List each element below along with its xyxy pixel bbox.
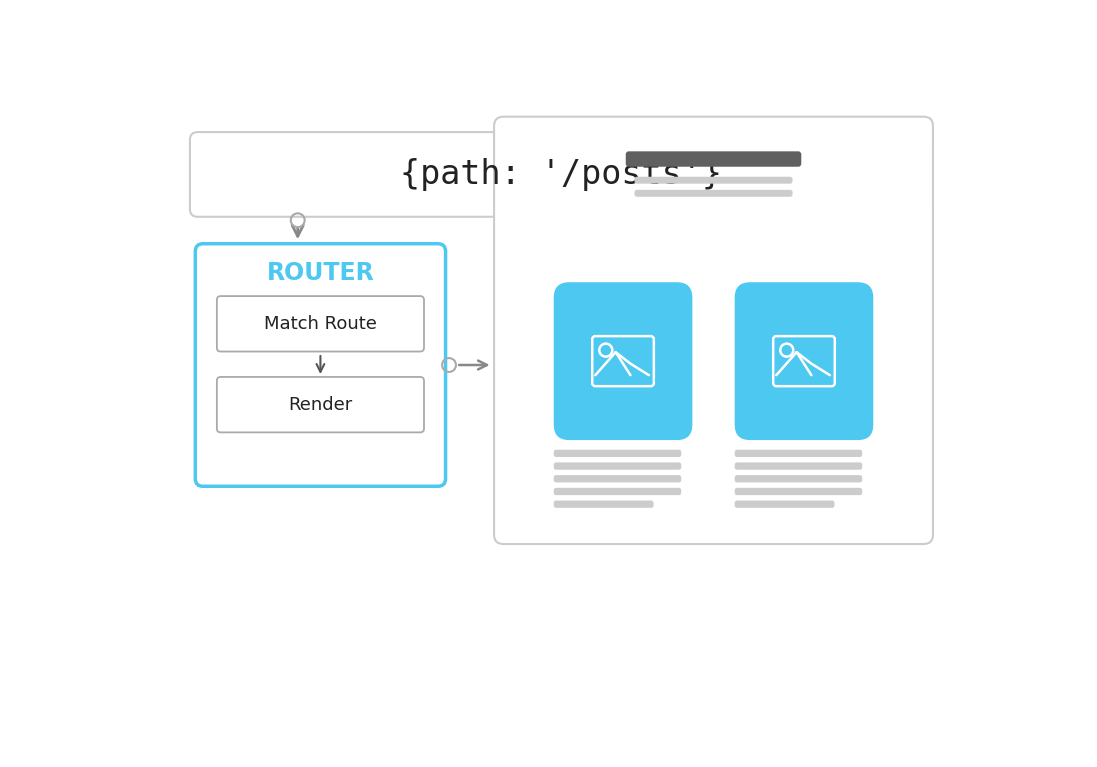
- Text: {path: '/posts'}: {path: '/posts'}: [400, 158, 723, 191]
- FancyBboxPatch shape: [554, 449, 681, 457]
- FancyBboxPatch shape: [494, 117, 932, 544]
- FancyBboxPatch shape: [735, 475, 862, 482]
- FancyBboxPatch shape: [735, 501, 835, 508]
- Text: Render: Render: [289, 396, 352, 413]
- FancyBboxPatch shape: [554, 501, 654, 508]
- FancyBboxPatch shape: [625, 151, 801, 166]
- FancyBboxPatch shape: [554, 282, 692, 440]
- FancyBboxPatch shape: [634, 176, 792, 183]
- FancyBboxPatch shape: [554, 475, 681, 482]
- FancyBboxPatch shape: [190, 132, 932, 217]
- FancyBboxPatch shape: [217, 377, 425, 433]
- FancyBboxPatch shape: [735, 449, 862, 457]
- FancyBboxPatch shape: [634, 189, 792, 197]
- Text: ROUTER: ROUTER: [267, 261, 374, 285]
- FancyBboxPatch shape: [735, 463, 862, 469]
- FancyBboxPatch shape: [217, 296, 425, 351]
- FancyBboxPatch shape: [735, 282, 873, 440]
- FancyBboxPatch shape: [554, 463, 681, 469]
- FancyBboxPatch shape: [195, 244, 445, 486]
- FancyBboxPatch shape: [554, 488, 681, 495]
- Text: Match Route: Match Route: [264, 314, 377, 333]
- FancyBboxPatch shape: [735, 488, 862, 495]
